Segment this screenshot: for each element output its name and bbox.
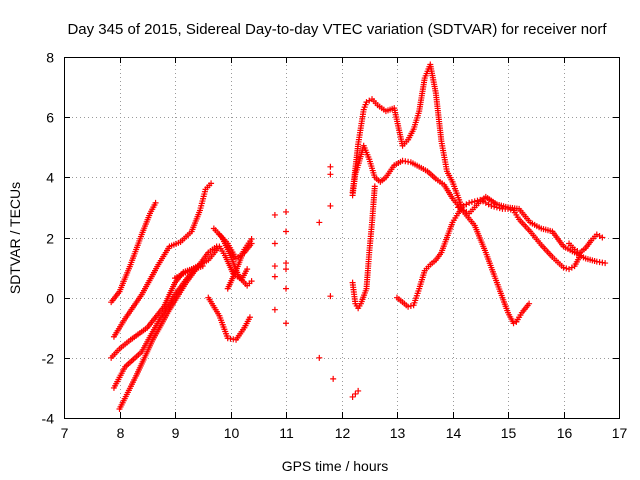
- y-tick-label: 4: [46, 170, 54, 186]
- data-point: [371, 183, 378, 190]
- x-axis-label: GPS time / hours: [282, 458, 389, 474]
- plot-frame: [64, 57, 620, 419]
- series-arc-b: [110, 180, 215, 340]
- x-tick-label: 16: [557, 425, 573, 441]
- data-point: [405, 303, 412, 310]
- data-point: [271, 306, 278, 313]
- series-arc-q: [455, 193, 609, 267]
- series-arc-k: [349, 387, 362, 400]
- x-tick-label: 8: [117, 425, 125, 441]
- y-tick-label: 6: [46, 110, 54, 126]
- series-arc-h: [205, 294, 253, 343]
- data-point: [349, 393, 356, 400]
- data-point: [602, 260, 609, 267]
- y-tick-label: 0: [46, 291, 54, 307]
- y-tick-label: -2: [42, 351, 55, 367]
- series-arc-e: [116, 243, 220, 412]
- data-point: [208, 180, 215, 187]
- data-point: [563, 265, 570, 272]
- data-point: [271, 240, 278, 247]
- x-tick-label: 11: [279, 425, 294, 441]
- series-arc-o: [349, 183, 378, 312]
- series-scatter-gap: [271, 163, 337, 382]
- y-tick-label: 8: [46, 50, 54, 66]
- data-point: [244, 266, 251, 273]
- data-point: [327, 171, 334, 178]
- data-point: [488, 202, 495, 209]
- data-point: [355, 387, 362, 394]
- x-tick-label: 17: [612, 425, 628, 441]
- data-point: [271, 211, 278, 218]
- series-arc-l: [349, 142, 520, 327]
- data-point: [283, 260, 289, 267]
- series-arc-n: [349, 61, 464, 208]
- data-point: [316, 354, 323, 361]
- data-point: [407, 302, 414, 309]
- data-point: [526, 300, 533, 307]
- x-tick-label: 7: [61, 425, 69, 441]
- x-tick-label: 12: [335, 425, 351, 441]
- tick-labels: 7 8 9 10 11 12 13 14 15 16 17 -4 -2 0 2 4 6 8: [42, 50, 628, 442]
- data-point: [471, 198, 478, 205]
- x-tick-label: 10: [224, 425, 240, 441]
- data-point: [316, 219, 323, 226]
- data-point: [271, 273, 278, 280]
- data-point: [271, 263, 278, 270]
- data-point: [468, 199, 475, 206]
- data-point: [283, 208, 289, 215]
- data-markers: [108, 61, 609, 412]
- data-point: [248, 240, 255, 247]
- x-tick-label: 15: [501, 425, 517, 441]
- x-tick-label: 13: [390, 425, 406, 441]
- data-point: [283, 228, 289, 235]
- data-point: [599, 234, 606, 241]
- series-arc-r: [566, 231, 606, 256]
- data-point: [327, 202, 334, 209]
- data-point: [560, 264, 567, 271]
- series-arc-j: [216, 231, 255, 262]
- data-point: [466, 199, 473, 206]
- y-tick-label: -4: [42, 411, 55, 427]
- data-point: [352, 390, 359, 397]
- series-arc-a: [108, 199, 159, 306]
- data-point: [327, 163, 334, 170]
- chart-title: Day 345 of 2015, Sidereal Day-to-day VTE…: [67, 21, 607, 38]
- y-axis-label: SDTVAR / TECUs: [7, 182, 23, 294]
- y-tick-label: 2: [46, 231, 54, 247]
- data-point: [152, 199, 159, 206]
- data-point: [327, 293, 334, 300]
- data-point: [474, 197, 481, 204]
- data-point: [248, 278, 255, 285]
- data-point: [283, 285, 289, 292]
- series-arc-m: [513, 300, 533, 325]
- x-tick-label: 14: [446, 425, 462, 441]
- x-tick-label: 9: [172, 425, 180, 441]
- data-point: [283, 266, 289, 273]
- data-point: [330, 375, 337, 382]
- series-arc-p: [394, 196, 584, 310]
- data-point: [283, 320, 289, 327]
- data-point: [246, 314, 253, 321]
